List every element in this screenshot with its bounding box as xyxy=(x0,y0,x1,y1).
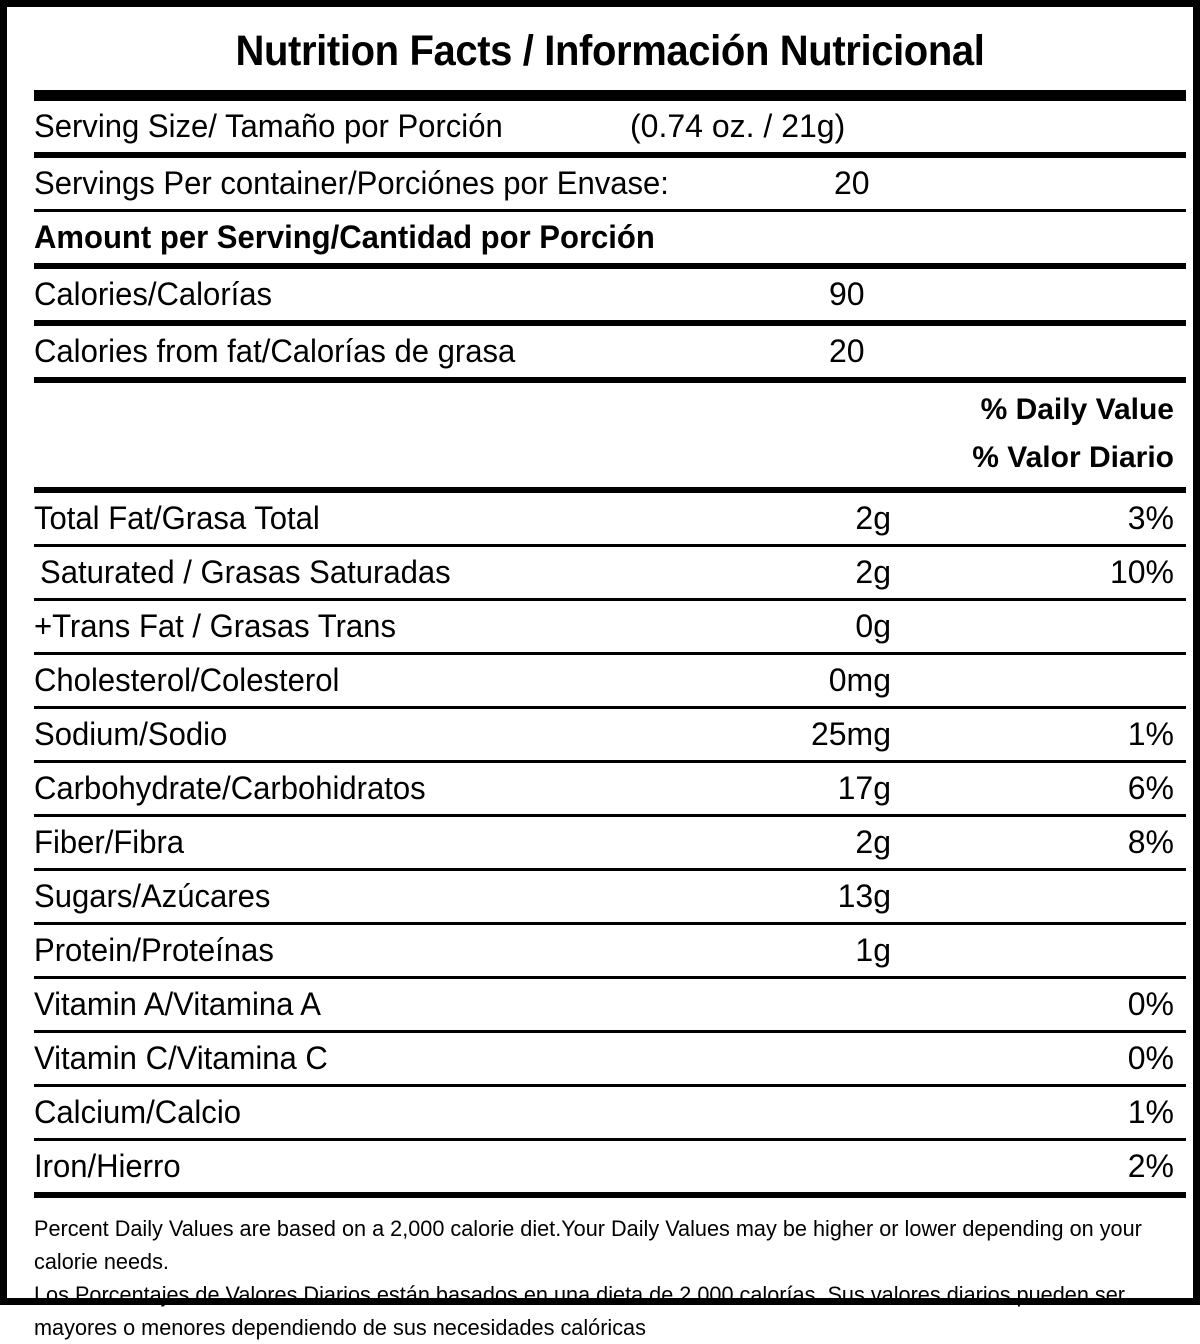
row-rule xyxy=(34,1138,1186,1141)
nutrient-row: Sugars/Azúcares 13g xyxy=(34,871,1186,922)
nutrient-row: Fiber/Fibra 2g 8% xyxy=(34,817,1186,868)
row-rule xyxy=(34,487,1186,493)
row-rule xyxy=(34,814,1186,817)
nutrient-amount: 2g xyxy=(855,824,891,860)
calories-from-fat-row: Calories from fat/Calorías de grasa 20 xyxy=(34,326,1186,377)
nutrient-daily-value: 3% xyxy=(1127,500,1174,536)
label-inner: Nutrition Facts / Información Nutriciona… xyxy=(34,7,1186,1344)
row-rule xyxy=(34,922,1186,925)
nutrient-row: Carbohydrate/Carbohidratos 17g 6% xyxy=(34,763,1186,814)
nutrient-daily-value: 2% xyxy=(1127,1148,1174,1184)
calories-value: 90 xyxy=(829,276,865,312)
calories-from-fat-value: 20 xyxy=(829,333,865,369)
nutrient-daily-value: 1% xyxy=(1127,716,1174,752)
row-rule xyxy=(34,377,1186,383)
nutrient-name: Sugars/Azúcares xyxy=(34,878,271,914)
nutrient-row: +Trans Fat / Grasas Trans 0g xyxy=(34,601,1186,652)
nutrient-amount: 2g xyxy=(855,554,891,590)
nutrient-row: Sodium/Sodio 25mg 1% xyxy=(34,709,1186,760)
nutrient-daily-value: 10% xyxy=(1109,554,1174,590)
nutrient-daily-value: 1% xyxy=(1127,1094,1174,1130)
row-rule xyxy=(34,976,1186,979)
nutrient-row: Saturated / Grasas Saturadas 2g 10% xyxy=(34,547,1186,598)
amount-per-serving-heading: Amount per Serving/Cantidad por Porción xyxy=(34,219,655,255)
nutrient-name: Fiber/Fibra xyxy=(34,824,185,860)
footnote-english: Percent Daily Values are based on a 2,00… xyxy=(34,1216,1142,1274)
page-title: Nutrition Facts / Información Nutriciona… xyxy=(235,27,985,75)
nutrient-amount: 0mg xyxy=(828,662,891,698)
nutrient-daily-value: 8% xyxy=(1127,824,1174,860)
nutrient-name: Sodium/Sodio xyxy=(34,716,228,752)
footnote-spanish: Los Porcentajes de Valores Diarios están… xyxy=(34,1282,1125,1340)
calories-from-fat-label: Calories from fat/Calorías de grasa xyxy=(34,333,516,369)
nutrient-name: Carbohydrate/Carbohidratos xyxy=(34,770,426,806)
serving-size-value: (0.74 oz. / 21g) xyxy=(630,108,846,144)
calories-row: Calories/Calorías 90 xyxy=(34,269,1186,320)
nutrient-amount: 17g xyxy=(837,770,891,806)
nutrient-daily-value: 6% xyxy=(1127,770,1174,806)
nutrient-amount: 1g xyxy=(855,932,891,968)
row-rule xyxy=(34,598,1186,601)
servings-per-container-row: Servings Per container/Porciónes por Env… xyxy=(34,158,1186,209)
nutrient-name: Calcium/Calcio xyxy=(34,1094,241,1130)
nutrient-row: Calcium/Calcio 1% xyxy=(34,1087,1186,1138)
nutrient-row: Protein/Proteínas 1g xyxy=(34,925,1186,976)
row-rule xyxy=(34,320,1186,326)
nutrient-daily-value: 0% xyxy=(1127,1040,1174,1076)
daily-value-header-spanish: % Valor Diario xyxy=(972,441,1174,474)
row-rule xyxy=(34,263,1186,269)
row-rule xyxy=(34,1030,1186,1033)
footnote-separator-rule xyxy=(34,1192,1186,1198)
daily-value-header: % Daily Value % Valor Diario xyxy=(34,383,1186,487)
nutrient-name: +Trans Fat / Grasas Trans xyxy=(34,608,396,644)
nutrient-row: Total Fat/Grasa Total 2g 3% xyxy=(34,493,1186,544)
row-rule xyxy=(34,209,1186,212)
nutrient-daily-value: 0% xyxy=(1127,986,1174,1022)
nutrient-amount: 25mg xyxy=(810,716,891,752)
nutrient-row: Vitamin C/Vitamina C 0% xyxy=(34,1033,1186,1084)
row-rule xyxy=(34,152,1186,158)
footnote: Percent Daily Values are based on a 2,00… xyxy=(34,1198,1186,1344)
amount-per-serving-heading-row: Amount per Serving/Cantidad por Porción xyxy=(34,212,1186,263)
serving-size-label: Serving Size/ Tamaño por Porción xyxy=(34,108,503,144)
servings-per-container-value: 20 xyxy=(834,165,870,201)
nutrient-table: Total Fat/Grasa Total 2g 3% Saturated / Gra… xyxy=(34,493,1186,1192)
nutrient-amount: 2g xyxy=(855,500,891,536)
nutrient-row: Iron/Hierro 2% xyxy=(34,1141,1186,1192)
serving-size-row: Serving Size/ Tamaño por Porción (0.74 o… xyxy=(34,101,1186,152)
nutrient-name: Total Fat/Grasa Total xyxy=(34,500,320,536)
nutrient-row: Cholesterol/Colesterol 0mg xyxy=(34,655,1186,706)
row-rule xyxy=(34,652,1186,655)
daily-value-header-english: % Daily Value xyxy=(980,393,1174,426)
row-rule xyxy=(34,868,1186,871)
servings-per-container-label: Servings Per container/Porciónes por Env… xyxy=(34,165,669,201)
nutrient-name: Vitamin C/Vitamina C xyxy=(34,1040,328,1076)
calories-label: Calories/Calorías xyxy=(34,276,273,312)
nutrient-row: Vitamin A/Vitamina A 0% xyxy=(34,979,1186,1030)
nutrient-name: Vitamin A/Vitamina A xyxy=(34,986,321,1022)
row-rule xyxy=(34,1084,1186,1087)
row-rule xyxy=(34,544,1186,547)
nutrient-name: Saturated / Grasas Saturadas xyxy=(40,554,451,590)
nutrient-amount: 0g xyxy=(855,608,891,644)
row-rule xyxy=(34,706,1186,709)
title-separator-rule xyxy=(34,90,1186,101)
nutrient-name: Iron/Hierro xyxy=(34,1148,181,1184)
nutrient-name: Protein/Proteínas xyxy=(34,932,274,968)
nutrient-amount: 13g xyxy=(837,878,891,914)
row-rule xyxy=(34,760,1186,763)
nutrient-name: Cholesterol/Colesterol xyxy=(34,662,340,698)
